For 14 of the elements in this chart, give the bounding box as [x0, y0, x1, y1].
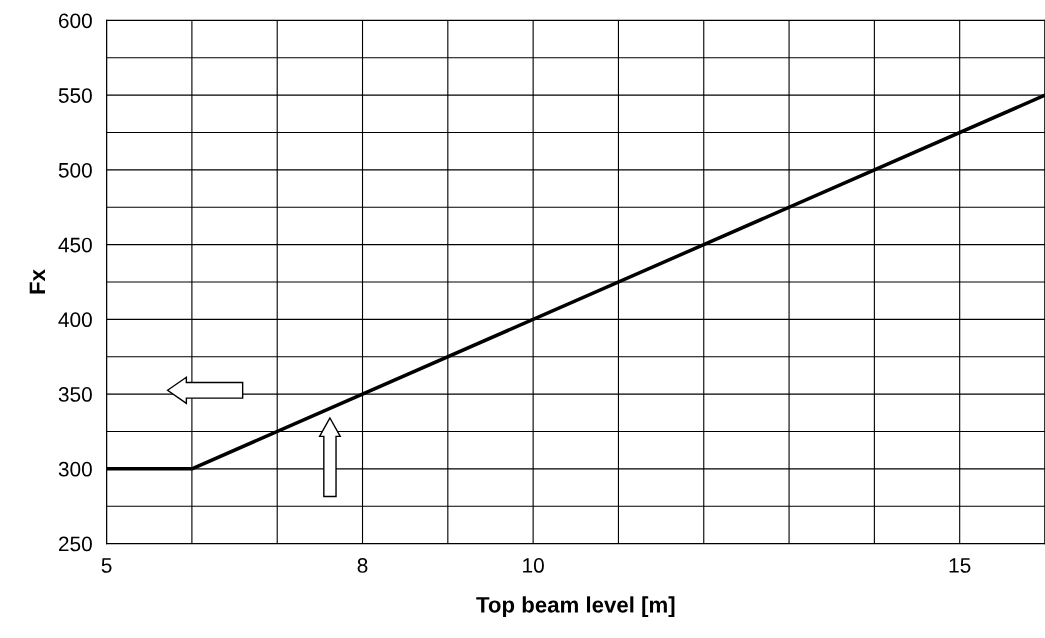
y-tick-label: 500: [58, 162, 92, 178]
x-axis-title: Top beam level [m]: [476, 596, 675, 618]
y-tick-label: 400: [58, 312, 92, 328]
y-tick-label: 300: [58, 461, 92, 477]
y-tick-label: 550: [58, 88, 92, 103]
y-tick-label: 250: [58, 536, 92, 552]
y-axis-title: Fx: [29, 269, 45, 294]
x-tick-label: 5: [101, 558, 112, 573]
x-tick-label: 15: [949, 558, 971, 573]
y-tick-label: 350: [58, 387, 92, 402]
x-tick-label: 10: [523, 558, 544, 573]
y-tick-label: 450: [58, 237, 92, 253]
y-tick-label: 600: [59, 13, 92, 29]
x-tick-label: 8: [357, 558, 368, 573]
